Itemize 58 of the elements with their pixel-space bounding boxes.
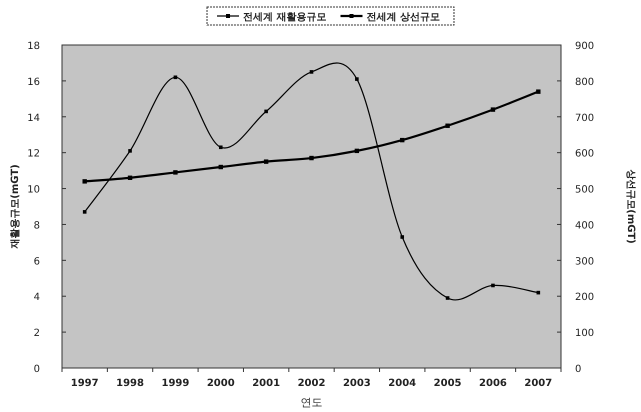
tick-label: 6 xyxy=(34,256,40,268)
point xyxy=(82,210,86,214)
point xyxy=(536,290,540,294)
point xyxy=(128,176,132,180)
tick-label: 14 xyxy=(27,112,40,124)
point xyxy=(218,164,223,170)
point xyxy=(173,170,178,175)
tick-label: 800 xyxy=(575,76,594,88)
tick-label: 300 xyxy=(575,256,594,268)
tick-label: 1997 xyxy=(70,378,99,389)
tick-label: 18 xyxy=(27,41,40,52)
tick-label: 1999 xyxy=(161,378,190,389)
tick-label: 2003 xyxy=(342,378,371,389)
point xyxy=(309,156,314,160)
tick-label: 500 xyxy=(575,184,594,196)
point xyxy=(354,148,360,154)
point xyxy=(128,149,132,153)
point xyxy=(355,77,359,81)
tick-label: 2 xyxy=(34,328,40,340)
tick-label: 900 xyxy=(575,41,594,52)
point xyxy=(400,235,404,239)
tick-label: 2004 xyxy=(388,378,416,389)
point xyxy=(264,110,268,114)
tick-label: 600 xyxy=(575,148,594,160)
tick-label: 4 xyxy=(34,292,40,304)
tick-label: 2001 xyxy=(252,378,280,389)
xlabel: 연도 xyxy=(300,396,322,409)
point xyxy=(174,76,178,80)
point xyxy=(82,179,87,184)
point xyxy=(218,145,223,150)
tick-label: 12 xyxy=(27,148,40,160)
point xyxy=(536,89,541,94)
tick-label: 2002 xyxy=(298,378,326,389)
legend-label: 전세계 재활용규모 xyxy=(243,12,326,23)
ylabel: 재활용규모(mGT) xyxy=(10,164,21,249)
point xyxy=(264,159,268,164)
tick-label: 0 xyxy=(34,364,40,375)
tick-label: 2007 xyxy=(524,378,552,389)
point xyxy=(400,138,404,142)
point xyxy=(310,70,314,74)
tick-label: 1998 xyxy=(116,378,144,389)
tick-label: 0 xyxy=(575,364,582,375)
point xyxy=(445,124,450,128)
tick-label: 200 xyxy=(575,292,594,304)
tick-label: 400 xyxy=(575,220,594,232)
tick-label: 2000 xyxy=(206,378,235,389)
tick-label: 16 xyxy=(27,76,40,88)
tick-label: 100 xyxy=(575,328,594,340)
tick-label: 10 xyxy=(27,184,40,196)
tick-label: 2005 xyxy=(434,378,462,389)
tick-label: 8 xyxy=(34,220,40,232)
legend-label: 전세계 상선규모 xyxy=(366,12,440,23)
point xyxy=(446,296,450,300)
point xyxy=(491,284,495,288)
tick-label: 2006 xyxy=(479,378,507,389)
point xyxy=(490,107,496,112)
tick-label: 700 xyxy=(575,112,594,124)
y2label: 상선규모(mGT) xyxy=(625,169,636,244)
